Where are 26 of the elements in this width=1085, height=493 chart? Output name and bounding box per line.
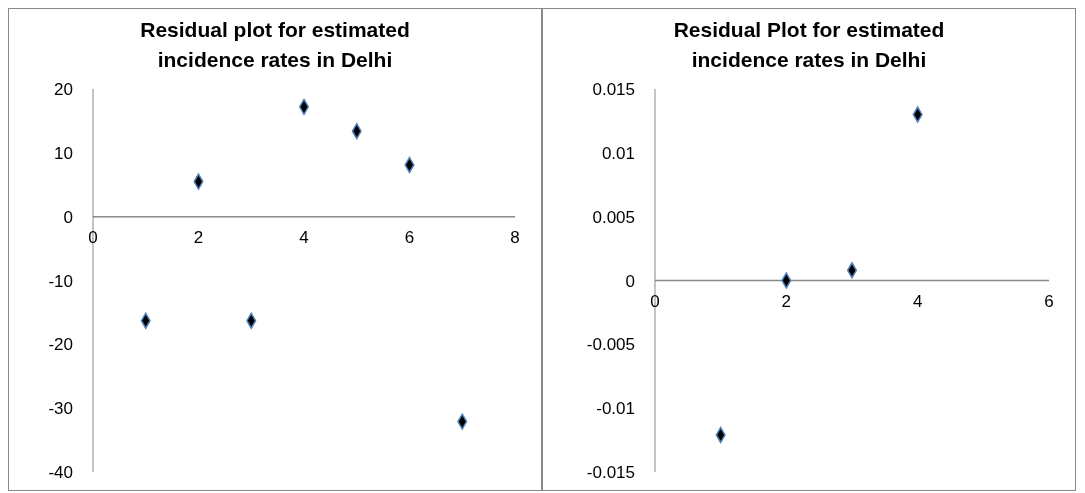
y-tick-label: -20 (48, 335, 73, 355)
x-tick-label: 6 (404, 227, 415, 247)
x-tick-label: 4 (912, 291, 923, 311)
y-tick-label: -0.015 (586, 463, 635, 483)
y-tick-label: -30 (48, 399, 73, 419)
x-tick-label: 4 (299, 227, 309, 247)
y-tick-label: 0.01 (601, 143, 635, 163)
chart-title: Residual Plot for estimated incidence rates in Delhi (672, 17, 946, 73)
x-tick-label: 6 (1044, 291, 1054, 311)
point (846, 262, 858, 279)
x-tick-label: 8 (510, 227, 520, 247)
chart-title: Residual plot for estimated incidence rates in Delhi (139, 17, 411, 73)
y-tick-label: 0.015 (592, 80, 635, 100)
y-tick-label: -40 (48, 463, 73, 483)
y-tick-label: -10 (48, 271, 73, 291)
y-tick-label: -0.01 (596, 399, 635, 419)
x-tick-label: 0 (88, 227, 98, 247)
x-tick-label: 2 (193, 227, 204, 247)
y-tick-label: 0 (625, 271, 635, 291)
y-tick-label: 0.005 (592, 207, 635, 227)
x-tick-label: 2 (781, 291, 792, 311)
x-tick-label: 0 (650, 291, 660, 311)
y-tick-label: -0.005 (586, 335, 635, 355)
y-tick-label: 10 (54, 143, 73, 163)
y-tick-label: 20 (54, 80, 73, 100)
y-tick-label: 0 (63, 207, 73, 227)
